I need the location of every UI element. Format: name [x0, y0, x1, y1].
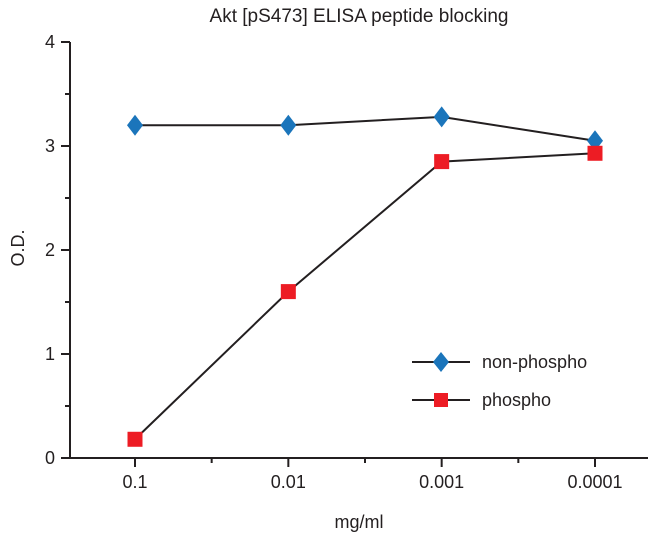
x-tick-label: 0.0001: [567, 472, 622, 492]
x-tick-label: 0.01: [271, 472, 306, 492]
y-tick-label: 2: [45, 240, 55, 260]
legend: non-phospho phospho: [410, 350, 587, 412]
legend-square: [434, 393, 448, 407]
y-tick-label: 0: [45, 448, 55, 468]
phospho-square-marker: [434, 154, 450, 170]
non-phospho-diamond-marker: [433, 106, 450, 128]
legend-label-phospho: phospho: [482, 389, 552, 410]
y-tick-label: 1: [45, 344, 55, 364]
legend-label-non-phospho: non-phospho: [482, 351, 588, 372]
phospho-square-marker: [127, 431, 143, 447]
legend-entry-phospho: phospho: [410, 388, 587, 412]
x-tick-label: 0.001: [419, 472, 464, 492]
legend-diamond: [433, 352, 449, 372]
series-line-non-phospho: [135, 115, 596, 142]
phospho-square-marker: [280, 284, 296, 300]
non-phospho-diamond-marker: [280, 114, 297, 136]
chart-title: Akt [pS473] ELISA peptide blocking: [209, 6, 509, 27]
legend-entry-non-phospho: non-phospho: [410, 350, 587, 374]
non-phospho-diamond-marker-icon: [412, 352, 470, 372]
non-phospho-diamond-marker: [127, 114, 143, 136]
x-tick-label: 0.1: [122, 472, 147, 492]
phospho-square-marker: [587, 145, 603, 161]
y-tick-label: 4: [45, 32, 55, 52]
series-line-phospho: [134, 152, 596, 441]
y-tick-label: 3: [45, 136, 55, 156]
x-axis-title: mg/ml: [334, 512, 384, 532]
phospho-square-marker-icon: [412, 393, 470, 407]
